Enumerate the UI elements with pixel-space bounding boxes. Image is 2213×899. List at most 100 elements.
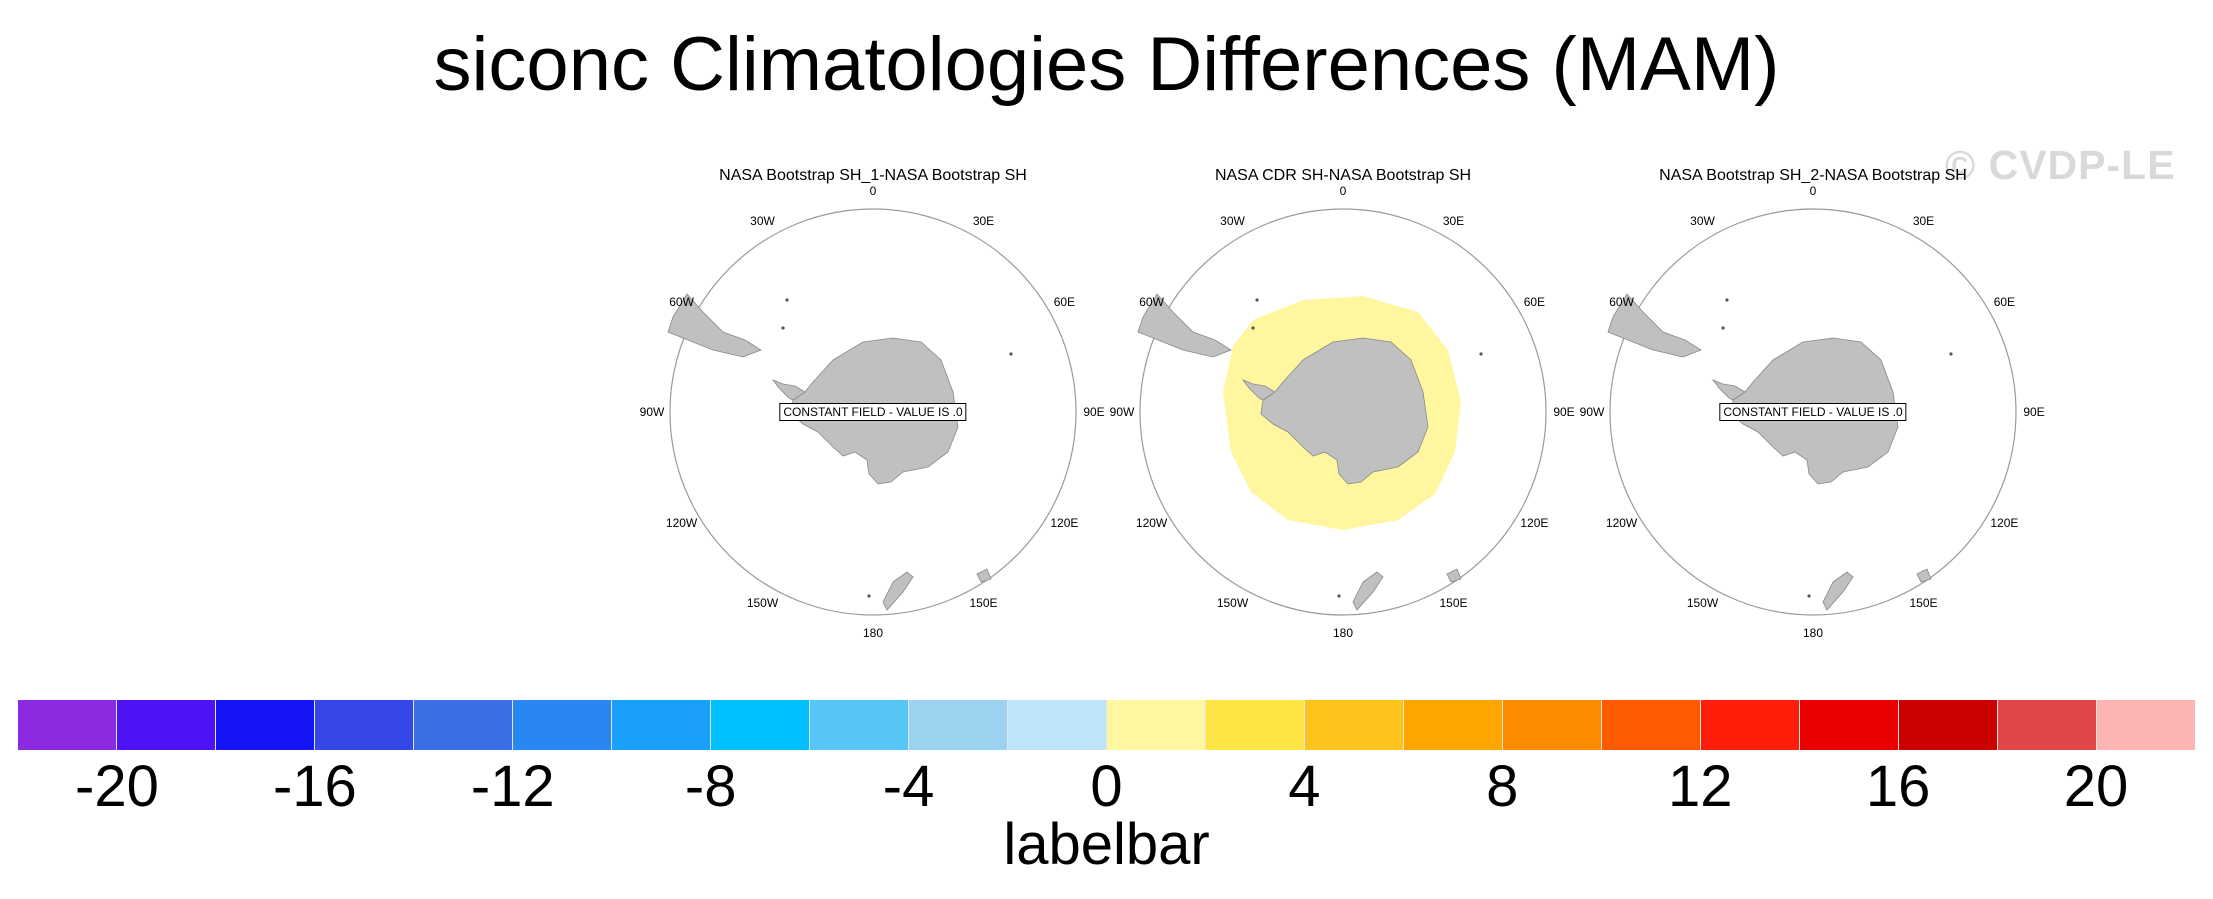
watermark: © CVDP-LE <box>1945 142 2176 188</box>
labelbar-swatch <box>810 700 909 750</box>
labelbar-swatch <box>1998 700 2097 750</box>
longitude-label-right: 90E <box>1553 405 1575 419</box>
map-boundary-circle <box>1609 208 2017 616</box>
new-zealand-land <box>1822 571 1854 611</box>
main-title: siconc Climatologies Differences (MAM) <box>433 22 1780 107</box>
longitude-label-bottom-left: 150W <box>1686 596 1719 611</box>
longitude-label-right-lower: 120E <box>1990 515 2019 530</box>
south-america-land <box>667 293 762 358</box>
labelbar-swatch <box>1701 700 1800 750</box>
labelbar-swatch <box>414 700 513 750</box>
island-1 <box>785 298 789 302</box>
island-2 <box>1251 326 1255 330</box>
labelbar-swatch <box>909 700 1008 750</box>
labelbar-swatch <box>18 700 117 750</box>
antarctic-peninsula-land <box>1241 379 1276 401</box>
constant-field-label: CONSTANT FIELD - VALUE IS .0 <box>779 403 967 421</box>
labelbar-tick-label: -12 <box>470 754 555 819</box>
panel-title-1: NASA Bootstrap SH_1-NASA Bootstrap SH <box>719 167 1027 184</box>
labelbar-tick-label: 12 <box>1667 754 1733 819</box>
longitude-label-right: 90E <box>2023 405 2045 419</box>
longitude-label-bottom-right: 150E <box>969 596 998 611</box>
map-boundary-circle <box>1139 208 1547 616</box>
longitude-label-left-upper: 60W <box>669 294 694 309</box>
labelbar-tick-label: -8 <box>684 754 737 819</box>
labelbar-tick-label: 16 <box>1865 754 1931 819</box>
longitude-label-top-right: 30E <box>1442 213 1465 228</box>
labelbar-tick-label: -20 <box>75 754 159 819</box>
labelbar-tick-label: -16 <box>272 754 357 819</box>
longitude-label-left-lower: 120W <box>665 515 698 530</box>
longitude-label-bottom-left: 150W <box>1216 596 1249 611</box>
tasmania-land <box>1446 568 1462 583</box>
labelbar-swatch <box>711 700 810 750</box>
longitude-label-left-upper: 60W <box>1139 294 1164 309</box>
labelbar-swatch <box>315 700 414 750</box>
island-1 <box>1725 298 1729 302</box>
antarctica-land <box>1260 337 1429 485</box>
island-3 <box>1479 352 1483 356</box>
labelbar-tick-label: 8 <box>1486 754 1519 819</box>
antarctic-peninsula-land <box>1711 379 1746 401</box>
longitude-label-bottom: 180 <box>862 626 884 640</box>
labelbar-swatch <box>1008 700 1107 750</box>
longitude-label-top: 0 <box>1809 184 1817 198</box>
longitude-label-right: 90E <box>1083 405 1105 419</box>
longitude-label-right-upper: 60E <box>1523 294 1546 309</box>
longitude-label-left-lower: 120W <box>1135 515 1168 530</box>
antarctic-peninsula-land <box>771 379 806 401</box>
labelbar-tick-label: 0 <box>1090 754 1123 819</box>
labelbar-swatch <box>117 700 216 750</box>
longitude-label-top-left: 30W <box>1690 213 1715 228</box>
labelbar-swatch <box>1899 700 1998 750</box>
longitude-label-left-upper: 60W <box>1609 294 1634 309</box>
labelbar-tick-label: 20 <box>2063 754 2129 819</box>
labelbar-swatch <box>1602 700 1701 750</box>
longitude-label-bottom: 180 <box>1332 626 1354 640</box>
new-zealand-land <box>882 571 914 611</box>
longitude-label-top: 0 <box>869 184 877 198</box>
longitude-label-bottom-right: 150E <box>1909 596 1938 611</box>
labelbar-swatch <box>1800 700 1899 750</box>
island-4 <box>1337 594 1341 598</box>
labelbar-swatch <box>1206 700 1305 750</box>
labelbar-swatch <box>612 700 711 750</box>
map-boundary-circle <box>669 208 1077 616</box>
panel-title-3: NASA Bootstrap SH_2-NASA Bootstrap SH <box>1659 167 1967 184</box>
labelbar-swatch <box>513 700 612 750</box>
longitude-label-top-right: 30E <box>972 213 995 228</box>
labelbar-tick-label: -4 <box>882 754 935 819</box>
longitude-label-left: 90W <box>1109 405 1135 419</box>
island-1 <box>1255 298 1259 302</box>
labelbar-swatch <box>1503 700 1602 750</box>
longitude-label-bottom-left: 150W <box>746 596 779 611</box>
island-2 <box>1721 326 1725 330</box>
labelbar <box>18 700 2195 750</box>
tasmania-land <box>976 568 992 583</box>
longitude-label-top-left: 30W <box>1220 213 1245 228</box>
longitude-label-right-upper: 60E <box>1053 294 1076 309</box>
labelbar-swatch <box>216 700 315 750</box>
island-3 <box>1949 352 1953 356</box>
labelbar-swatch <box>1305 700 1404 750</box>
sea-ice-difference-shading <box>1223 296 1461 530</box>
longitude-label-right-lower: 120E <box>1050 515 1079 530</box>
longitude-label-left-lower: 120W <box>1605 515 1638 530</box>
labelbar-title: labelbar <box>1003 812 1210 877</box>
labelbar-swatch <box>1404 700 1503 750</box>
constant-field-label: CONSTANT FIELD - VALUE IS .0 <box>1719 403 1907 421</box>
tasmania-land <box>1916 568 1932 583</box>
south-america-land <box>1137 293 1232 358</box>
longitude-label-right-lower: 120E <box>1520 515 1549 530</box>
longitude-label-right-upper: 60E <box>1993 294 2016 309</box>
longitude-label-left: 90W <box>639 405 665 419</box>
new-zealand-land <box>1352 571 1384 611</box>
labelbar-tick-label: 4 <box>1288 754 1321 819</box>
island-4 <box>1807 594 1811 598</box>
longitude-label-top-left: 30W <box>750 213 775 228</box>
longitude-label-top-right: 30E <box>1912 213 1935 228</box>
island-4 <box>867 594 871 598</box>
longitude-label-bottom-right: 150E <box>1439 596 1468 611</box>
labelbar-swatch <box>1107 700 1206 750</box>
island-2 <box>781 326 785 330</box>
